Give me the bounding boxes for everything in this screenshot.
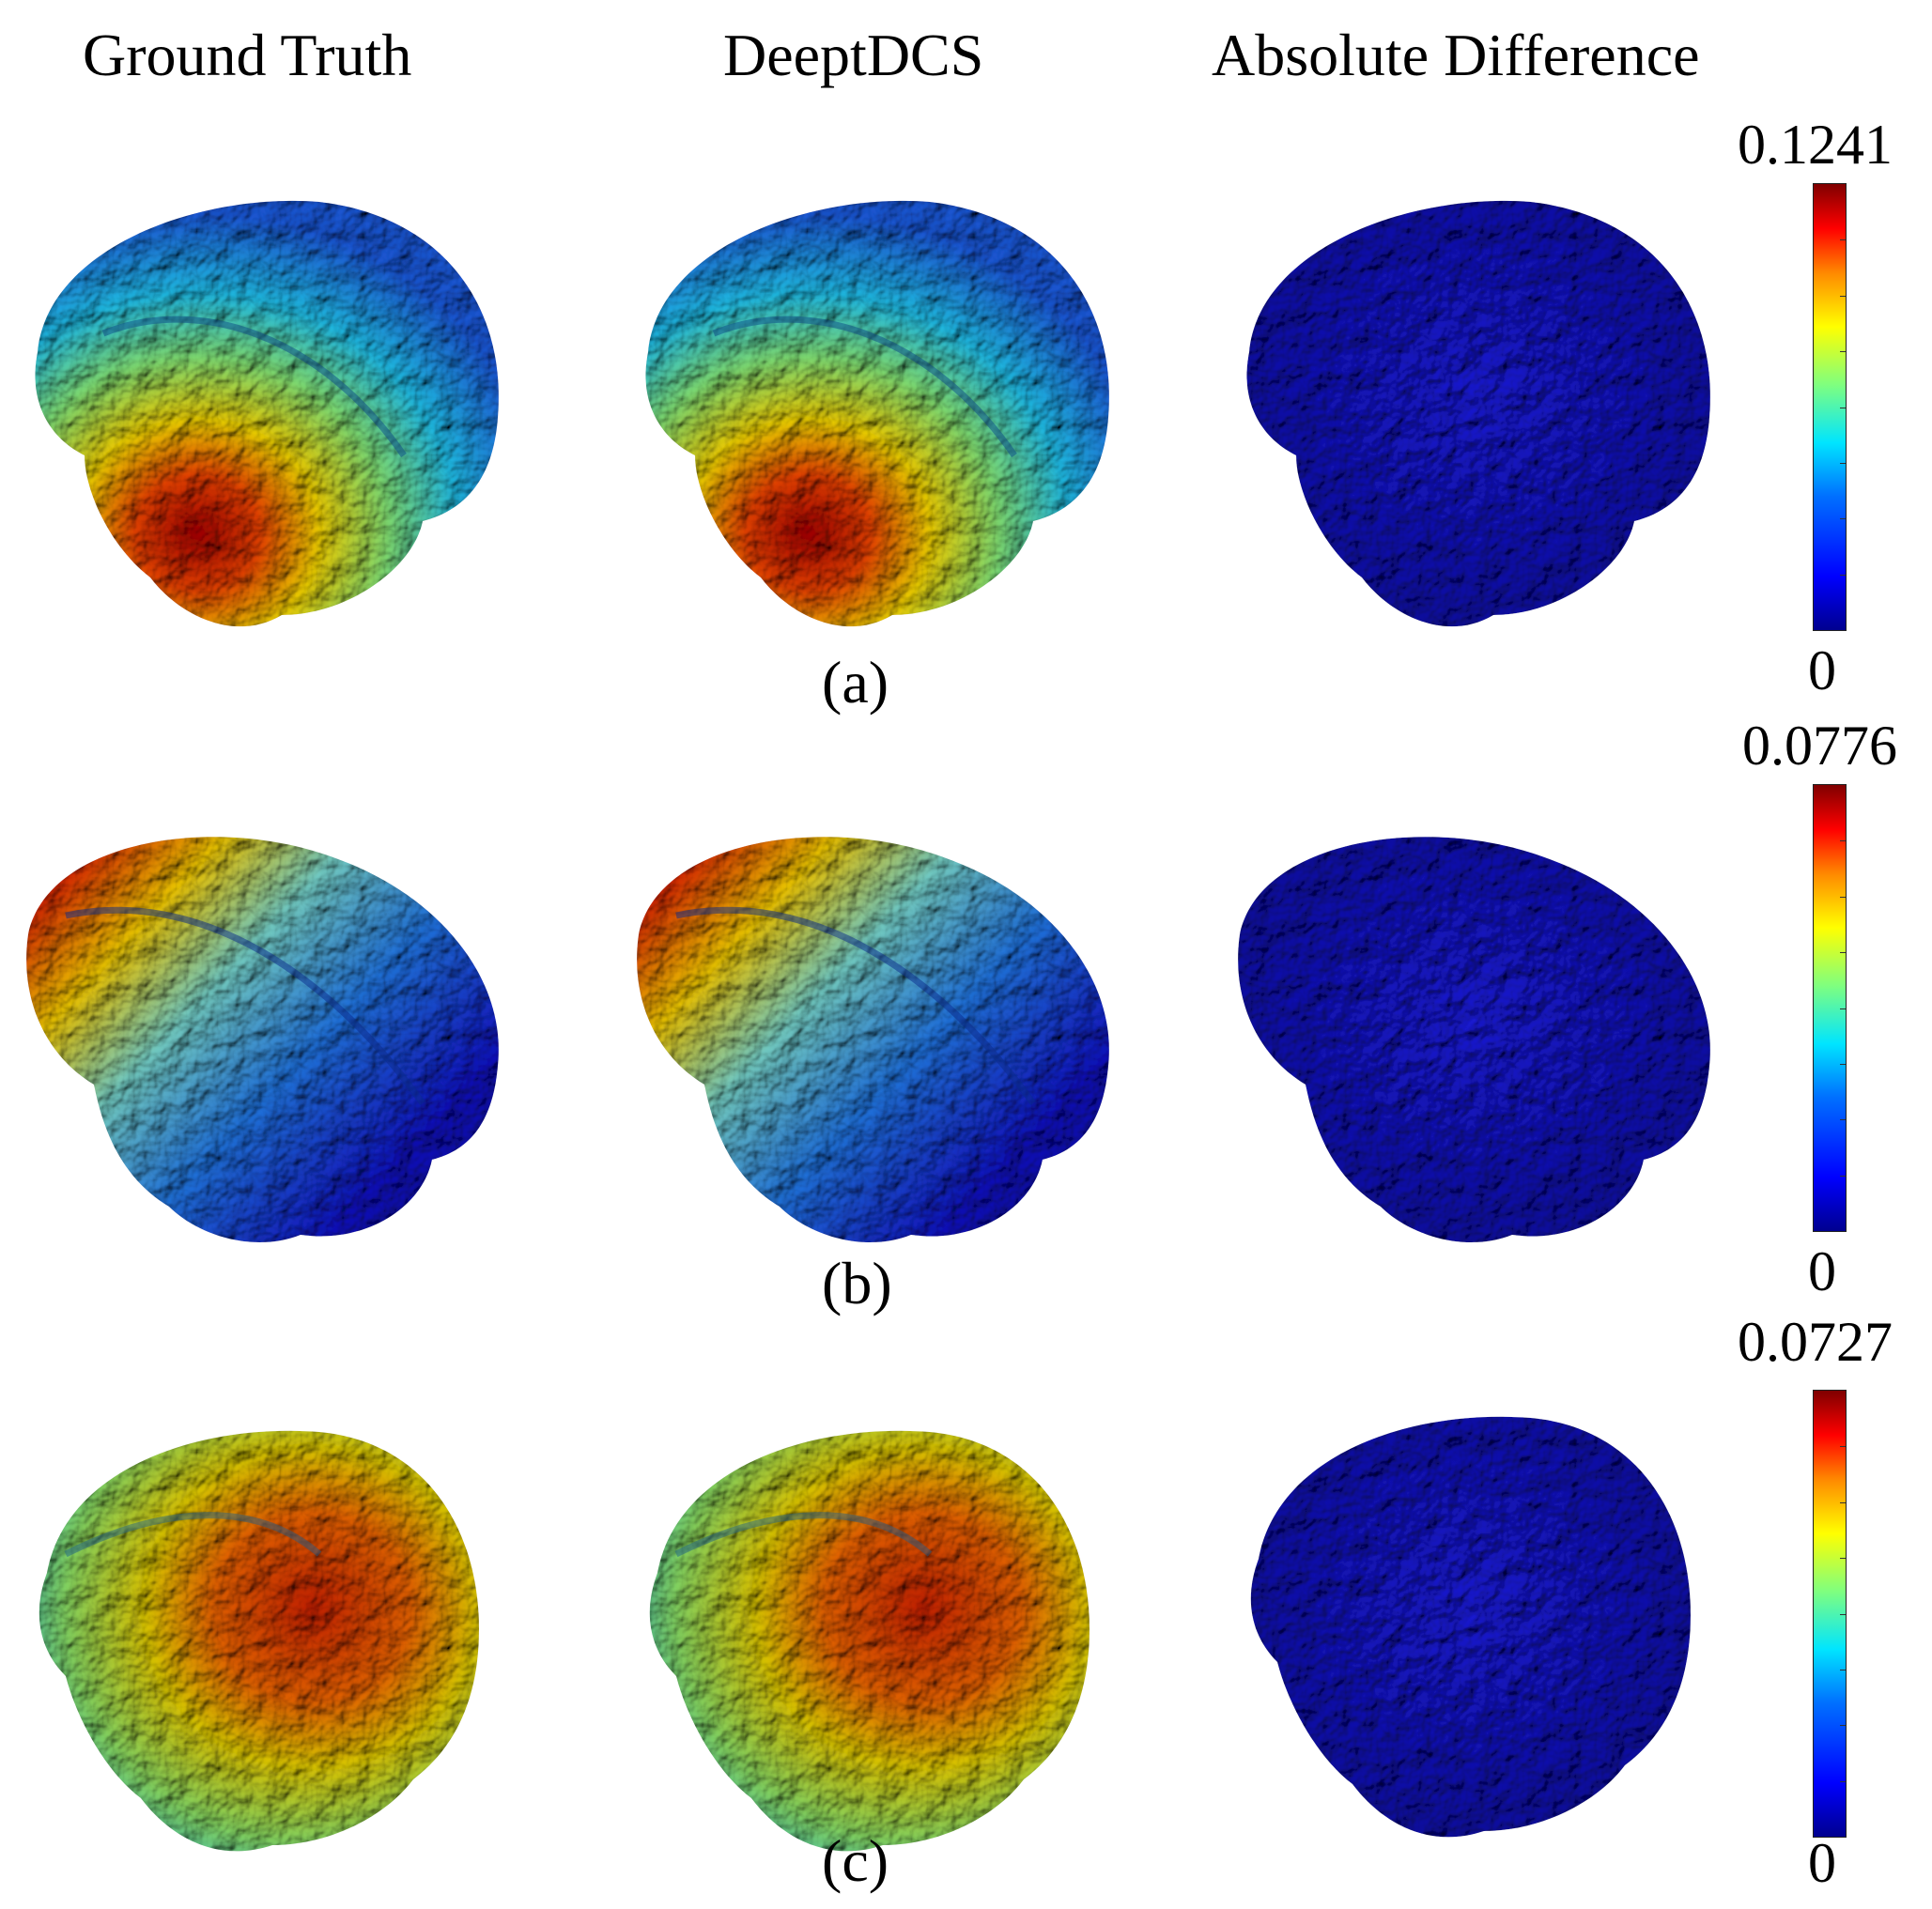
- colorbar-tick: [1840, 1446, 1846, 1448]
- colorbar-min-b: 0: [1808, 1240, 1836, 1302]
- colorbar-max-c: 0.0727: [1738, 1311, 1893, 1373]
- brain-deeptdcs-b: [620, 784, 1127, 1263]
- colorbar-min-c: 0: [1808, 1832, 1836, 1894]
- colorbar-tick: [1840, 896, 1846, 898]
- colorbar-tick: [1840, 1558, 1846, 1560]
- colorbar-tick: [1840, 1008, 1846, 1009]
- colorbar-c: [1813, 1390, 1847, 1838]
- row-label-b: (b): [822, 1250, 892, 1316]
- colorbar-tick: [1840, 295, 1846, 297]
- header-ground-truth: Ground Truth: [83, 22, 412, 88]
- colorbar-tick: [1840, 351, 1846, 353]
- colorbar-b: [1813, 784, 1847, 1232]
- colorbar-tick: [1840, 518, 1846, 520]
- row-label-a: (a): [822, 649, 889, 716]
- brain-difference-c: [1221, 1380, 1728, 1859]
- brain-difference-a: [1221, 174, 1728, 653]
- colorbar-tick: [1840, 1725, 1846, 1727]
- colorbar-tick: [1840, 574, 1846, 576]
- colorbar-tick: [1840, 1780, 1846, 1782]
- colorbar-tick: [1840, 1063, 1846, 1065]
- brain-deeptdcs-a: [620, 174, 1127, 653]
- colorbar-tick: [1840, 239, 1846, 241]
- colorbar-tick: [1840, 1119, 1846, 1121]
- brain-ground-truth-a: [9, 174, 517, 653]
- colorbar-a: [1813, 183, 1847, 631]
- row-label-c: (c): [822, 1827, 889, 1894]
- colorbar-max-b: 0.0776: [1742, 715, 1897, 777]
- colorbar-tick: [1840, 1501, 1846, 1503]
- colorbar-max-a: 0.1241: [1738, 114, 1893, 176]
- colorbar-tick: [1840, 1613, 1846, 1615]
- brain-ground-truth-b: [9, 784, 517, 1263]
- colorbar-tick: [1840, 1175, 1846, 1177]
- brain-deeptdcs-c: [620, 1394, 1127, 1873]
- header-deeptdcs: DeeptDCS: [723, 22, 984, 88]
- colorbar-tick: [1840, 952, 1846, 954]
- colorbar-min-a: 0: [1808, 639, 1836, 701]
- brain-ground-truth-c: [9, 1394, 517, 1873]
- header-absolute-difference: Absolute Difference: [1212, 22, 1700, 88]
- colorbar-tick: [1840, 840, 1846, 842]
- brain-difference-b: [1221, 784, 1728, 1263]
- colorbar-tick: [1840, 462, 1846, 464]
